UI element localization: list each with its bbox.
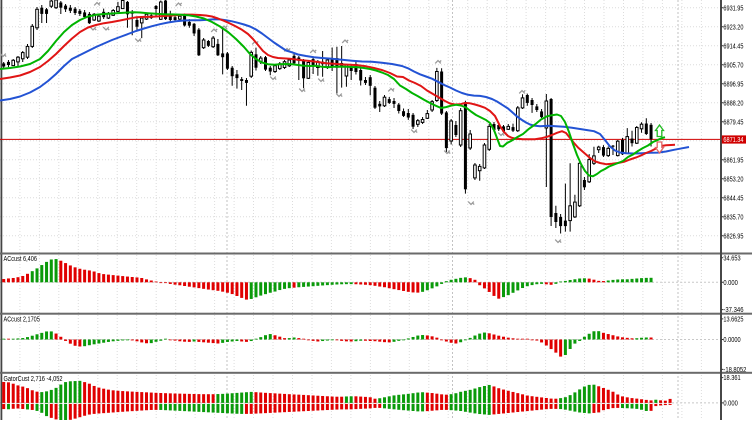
svg-text:6853.20: 6853.20 — [723, 176, 743, 183]
svg-text:ACcust 6,406: ACcust 6,406 — [4, 256, 38, 263]
svg-text:6826.95: 6826.95 — [723, 233, 743, 240]
svg-text:6931.95: 6931.95 — [723, 5, 743, 12]
svg-text:6914.45: 6914.45 — [723, 43, 743, 50]
svg-text:6923.20: 6923.20 — [723, 24, 743, 31]
svg-text:6871.34: 6871.34 — [723, 137, 743, 144]
svg-text:6896.95: 6896.95 — [723, 81, 743, 88]
svg-text:-37.346: -37.346 — [723, 307, 743, 314]
svg-text:6879.45: 6879.45 — [723, 119, 743, 126]
svg-text:6844.45: 6844.45 — [723, 195, 743, 202]
svg-text:13.6625: 13.6625 — [723, 317, 743, 324]
svg-text:ACcust 2,1705: ACcust 2,1705 — [4, 317, 40, 324]
svg-text:GatorCust 2,716 -4,052: GatorCust 2,716 -4,052 — [4, 376, 63, 383]
svg-text:0.0000: 0.0000 — [723, 337, 740, 344]
svg-text:34.653: 34.653 — [723, 255, 740, 262]
svg-text:6905.70: 6905.70 — [723, 62, 743, 69]
svg-text:18.361: 18.361 — [723, 375, 740, 382]
svg-text:0.000: 0.000 — [723, 401, 737, 408]
svg-text:-18.8052: -18.8052 — [723, 367, 746, 374]
svg-text:6835.70: 6835.70 — [723, 214, 743, 221]
svg-text:6861.95: 6861.95 — [723, 157, 743, 164]
svg-text:6888.20: 6888.20 — [723, 100, 743, 107]
svg-text:0.000: 0.000 — [723, 280, 737, 287]
